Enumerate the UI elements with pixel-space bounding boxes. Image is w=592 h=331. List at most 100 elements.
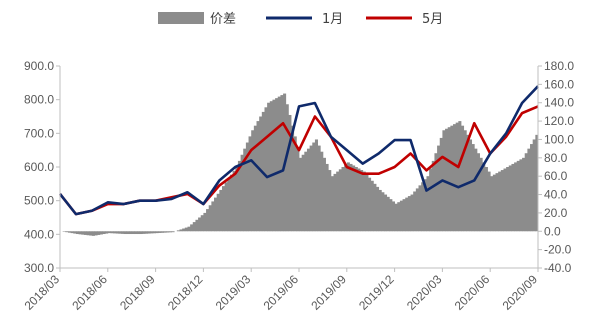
spread-bar — [535, 134, 539, 232]
spread-bar — [370, 180, 374, 232]
x-tick-label: 2019/12 — [356, 272, 397, 313]
spread-bar — [81, 231, 85, 235]
spread-bar — [243, 148, 247, 232]
spread-bar — [352, 165, 356, 232]
spread-bar — [437, 145, 441, 232]
spread-bar — [291, 125, 295, 232]
spread-bar — [163, 231, 167, 233]
y-right-tick-label: 60.0 — [544, 169, 568, 183]
spread-bar — [269, 101, 273, 232]
spread-bar — [253, 125, 257, 232]
spread-bar — [184, 227, 188, 232]
spread-bar — [344, 164, 348, 232]
y-right-tick-label: 180.0 — [544, 59, 574, 73]
spread-bar — [113, 231, 117, 234]
spread-bar — [360, 170, 364, 232]
legend-item: 1月 — [266, 12, 343, 27]
spread-bar — [354, 167, 358, 232]
spread-bar — [434, 153, 438, 232]
x-tick-label: 2018/06 — [69, 272, 110, 313]
spread-bar — [338, 169, 342, 232]
spread-bar — [410, 194, 414, 232]
spread-bar — [495, 173, 499, 232]
spread-bar — [421, 182, 425, 232]
spread-area — [62, 93, 539, 236]
x-tick-label: 2018/03 — [22, 272, 63, 313]
spread-bar — [102, 231, 106, 235]
y-left-tick-label: 500.0 — [24, 194, 54, 208]
x-tick-label: 2020/06 — [452, 272, 493, 313]
spread-bar — [423, 179, 427, 232]
y-right-tick-label: 80.0 — [544, 151, 568, 165]
spread-bar — [484, 167, 488, 232]
spread-bar — [514, 162, 518, 232]
spread-bar — [203, 212, 207, 232]
spread-bar — [131, 231, 135, 235]
x-tick-label: 2020/09 — [500, 272, 541, 313]
spread-bar — [476, 153, 480, 232]
spread-bar — [336, 171, 340, 232]
spread-bar — [142, 231, 146, 234]
spread-bar — [429, 168, 433, 232]
y-right-tick-label: -20.0 — [544, 243, 572, 257]
spread-bar — [399, 200, 403, 232]
y-right-tick-label: 40.0 — [544, 188, 568, 202]
spread-bar — [168, 231, 172, 233]
spread-bar — [503, 168, 507, 232]
x-tick-label: 2018/12 — [165, 272, 206, 313]
spread-bar — [386, 196, 390, 232]
series-line — [58, 85, 539, 216]
spread-bar — [506, 167, 510, 232]
spread-bar — [482, 162, 486, 232]
spread-bar — [415, 188, 419, 232]
spread-bar — [155, 231, 159, 234]
spread-bar — [115, 231, 119, 234]
spread-bar — [492, 174, 496, 232]
spread-bar — [511, 163, 515, 232]
spread-bar — [447, 127, 451, 232]
spread-bar — [500, 170, 504, 232]
spread-bar — [227, 178, 231, 232]
spread-bar — [67, 231, 72, 233]
y-right-tick-label: -40.0 — [544, 261, 572, 275]
spread-bar — [391, 201, 395, 232]
spread-bar — [229, 174, 234, 232]
spread-bar — [389, 199, 393, 232]
spread-bar — [309, 145, 313, 232]
y-right-tick-label: 100.0 — [544, 132, 574, 146]
spread-bar — [306, 148, 311, 232]
spread-bar — [450, 125, 454, 232]
spread-bar — [198, 217, 202, 232]
spread-bar — [453, 124, 457, 232]
spread-bar — [208, 205, 212, 232]
spread-bar — [89, 231, 93, 236]
spread-bar — [322, 157, 326, 232]
spread-bar — [123, 231, 127, 235]
spread-bar — [383, 194, 388, 232]
spread-bar — [394, 203, 398, 232]
spread-bar — [317, 145, 321, 232]
spread-bar — [522, 157, 526, 232]
y-left-tick-label: 900.0 — [24, 59, 54, 73]
x-tick-label: 2019/03 — [213, 272, 254, 313]
spread-bar — [245, 142, 249, 232]
spread-bar — [211, 201, 215, 232]
spread-bar — [490, 176, 494, 232]
spread-bar — [134, 231, 138, 235]
spread-bar — [445, 128, 449, 232]
spread-bar — [240, 154, 244, 232]
spread-bar — [275, 98, 279, 232]
spread-bar — [285, 104, 289, 232]
spread-bar — [471, 144, 475, 232]
spread-bar — [83, 231, 87, 235]
spread-bar — [293, 136, 297, 232]
spread-bar — [498, 171, 502, 232]
spread-bar — [182, 228, 186, 232]
spread-bar — [312, 142, 316, 232]
spread-bar — [277, 96, 281, 232]
legend-label: 5月 — [422, 12, 443, 27]
spread-bar — [65, 231, 69, 233]
x-tick-label: 2018/09 — [117, 272, 158, 313]
spread-bar — [458, 121, 462, 232]
legend-label: 价差 — [210, 12, 236, 27]
